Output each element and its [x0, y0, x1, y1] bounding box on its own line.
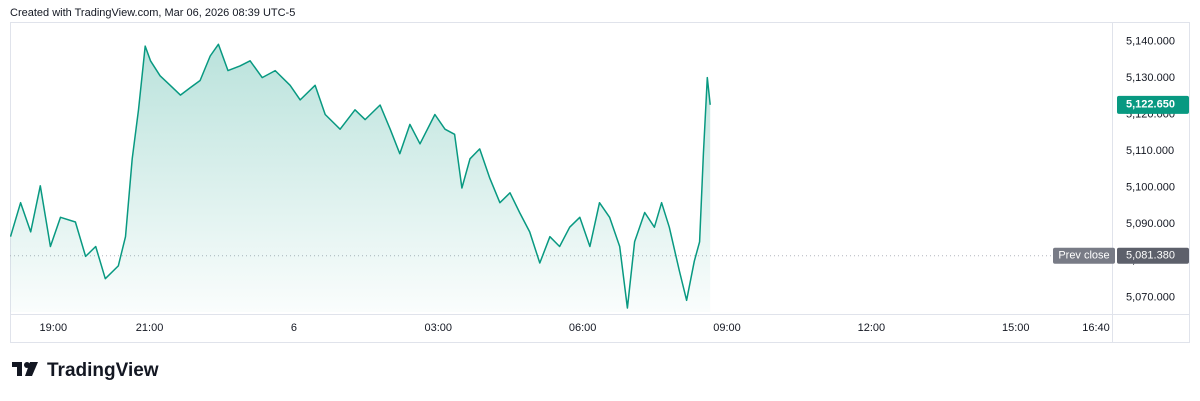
x-tick-label: 21:00	[136, 322, 164, 334]
prev-close-name: Prev close	[1058, 250, 1109, 262]
x-tick-label: 03:00	[425, 322, 453, 334]
y-tick-label: 5,110.000	[1126, 145, 1174, 157]
y-tick-label: 5,130.000	[1126, 72, 1175, 84]
x-tick-label: 15:00	[1002, 322, 1030, 334]
x-tick-label: 16:40	[1082, 322, 1110, 334]
logo	[12, 362, 38, 376]
area-fill	[10, 44, 711, 312]
y-tick-label: 5,100.000	[1126, 182, 1175, 194]
y-tick-label: 5,140.000	[1126, 35, 1175, 47]
x-tick-label: 09:00	[713, 322, 741, 334]
y-tick-label: 5,070.000	[1126, 291, 1175, 303]
branding: TradingView	[47, 360, 159, 381]
series	[10, 43, 711, 312]
x-tick-label: 6	[291, 322, 297, 334]
prev-close-name-box	[1053, 247, 1115, 264]
price-line	[10, 43, 711, 309]
x-tick-label: 19:00	[40, 322, 68, 334]
y-tick-label: 5,090.000	[1126, 218, 1175, 230]
prev-close-value-box	[1117, 247, 1189, 264]
prev-close-value: 5,081.380	[1126, 250, 1175, 262]
x-tick-label: 06:00	[569, 322, 597, 334]
last-price-label: 5,122.650	[1126, 99, 1175, 111]
chart-frame	[10, 22, 1190, 343]
x-tick-label: 12:00	[858, 322, 886, 334]
last-price-box	[1117, 95, 1189, 114]
header-title: Created with TradingView.com, Mar 06, 20…	[10, 7, 295, 19]
